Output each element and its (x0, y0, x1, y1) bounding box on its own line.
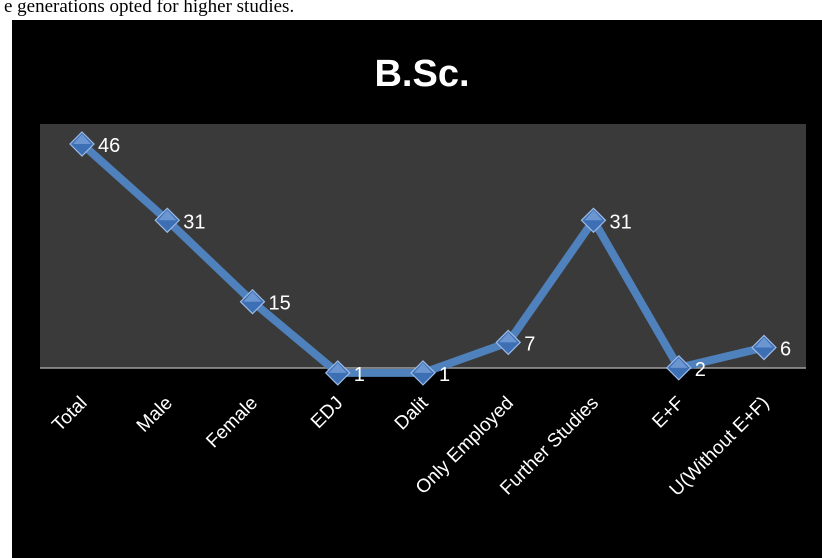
data-label-7: 2 (695, 359, 706, 381)
data-point-4 (410, 360, 436, 386)
data-point-8 (751, 334, 777, 361)
data-label-1: 31 (183, 211, 205, 233)
data-point-2 (239, 288, 266, 315)
data-label-4: 1 (439, 364, 450, 386)
data-point-5 (495, 329, 522, 356)
data-label-2: 15 (269, 293, 291, 315)
series-layer (69, 131, 777, 386)
chart-frame: B.Sc. 46 31 15 1 1 7 31 2 6 Total Male Female EDJ Da… (0, 20, 822, 558)
data-point-3 (324, 360, 351, 386)
plot-area (40, 124, 806, 368)
data-point-6 (580, 207, 607, 234)
data-point-1 (154, 207, 181, 234)
data-label-8: 6 (780, 339, 791, 361)
data-label-0: 46 (98, 135, 120, 157)
data-label-6: 31 (610, 211, 632, 233)
data-label-5: 7 (524, 333, 535, 355)
data-point-0 (69, 131, 95, 157)
data-point-7 (665, 354, 692, 381)
chart-title: B.Sc. (374, 53, 469, 95)
caption-text: e generations opted for higher studies. (4, 0, 295, 17)
data-label-3: 1 (354, 364, 365, 386)
